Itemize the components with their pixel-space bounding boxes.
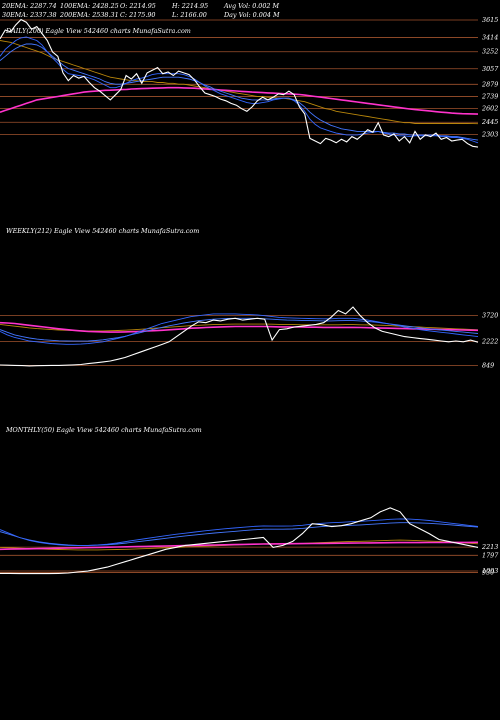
monthly-series-ema200 (0, 541, 479, 551)
daily-series-price (0, 18, 479, 148)
daily-series-ema100 (0, 40, 479, 125)
monthly-chart-title: MONTHLY(50) Eagle View 542460 charts Mun… (5, 426, 202, 434)
weekly-series-ema30 (0, 317, 479, 342)
header-row1-col4: H: 2214.95 (171, 2, 208, 10)
header-row2-col2: 200EMA: 2538.31 (59, 11, 119, 19)
weekly-tick-label-2: 849 (482, 361, 494, 369)
daily-tick-label-5: 2739 (481, 93, 498, 101)
daily-tick-label-6: 2602 (481, 105, 498, 113)
weekly-series-price (0, 306, 479, 367)
daily-series-ema20 (0, 36, 479, 144)
weekly-chart-title: WEEKLY(212) Eagle View 542460 charts Mun… (6, 227, 199, 235)
header-row2-col3: C: 2175.90 (120, 11, 156, 19)
daily-series-ema200 (0, 86, 479, 115)
monthly-tick-label-1: 1797 (482, 551, 499, 559)
daily-tick-label-2: 3252 (482, 48, 498, 56)
daily-tick-label-1: 3414 (482, 34, 498, 42)
header-row2-col4: L: 2166.00 (171, 11, 207, 19)
weekly-series-ema20 (0, 313, 479, 345)
daily-tick-label-8: 2303 (481, 131, 498, 139)
daily-chart-panel: 3615 3414 3252 3057 2879 2739 2602 2445 2303 DAIL… (0, 16, 499, 148)
monthly-series-price (0, 507, 479, 575)
header-row2-col1: 30EMA: 2337.38 (2, 11, 57, 19)
weekly-tick-label-1: 2222 (481, 337, 498, 345)
monthly-tick-label-3: 930 (482, 568, 494, 576)
daily-tick-label-4: 2879 (481, 80, 498, 88)
monthly-tick-label-0: 2213 (481, 543, 498, 551)
daily-tick-label-3: 3057 (482, 65, 499, 73)
header-row2-col5: Day Vol: 0.004 M (223, 11, 280, 19)
weekly-series-ema200 (0, 321, 479, 333)
header-row1-col2: 100EMA: 2428.25 (60, 2, 119, 10)
daily-tick-label-0: 3615 (482, 16, 498, 24)
daily-series-ema30 (0, 43, 479, 141)
header-row1-col3: O: 2214.95 (120, 2, 156, 10)
monthly-series-ema20 (0, 518, 479, 547)
header-row1-col5: Avg Vol: 0.002 M (223, 2, 280, 10)
header-row1-col1: 20EMA: 2287.74 (1, 2, 57, 10)
weekly-chart-panel: 3720 2222 849 WEEKLY(212) Eagle View 542460… (0, 227, 498, 369)
monthly-tick-label-2: 1003 (482, 567, 498, 575)
weekly-tick-label-0: 3720 (482, 311, 498, 319)
daily-chart-title: DAILY(200) Eagle View 542460 charts Muna… (5, 27, 191, 35)
daily-tick-label-7: 2445 (481, 118, 498, 126)
